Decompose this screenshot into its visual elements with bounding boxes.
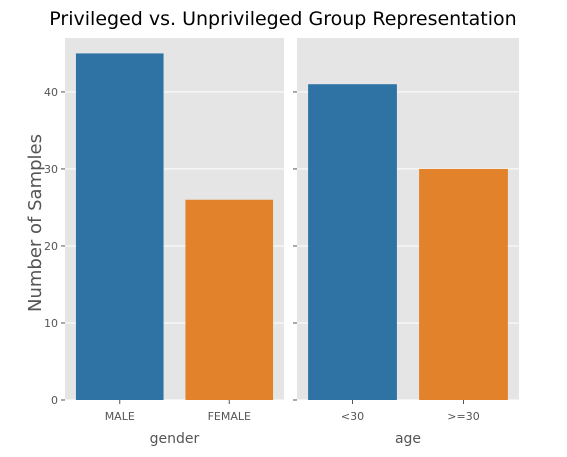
bar-female: [185, 199, 274, 400]
x-axis-label-age: age: [395, 431, 421, 447]
x-tick-label: MALE: [105, 410, 135, 423]
y-tick-marks: [293, 91, 297, 401]
bar-30: [308, 84, 397, 400]
x-tick-labels: MALE FEMALE: [105, 400, 251, 423]
bar-male: [75, 53, 164, 400]
bar-30: [419, 168, 508, 400]
y-tick-label: 0: [51, 394, 58, 407]
chart-title: Privileged vs. Unprivileged Group Repres…: [49, 8, 516, 30]
x-tick-label: <30: [341, 410, 364, 423]
y-tick-label: 10: [44, 317, 58, 330]
bars: [75, 53, 274, 400]
panel-gender: MALE FEMALE 0 10 20 30 40 gender: [44, 38, 284, 447]
y-tick-label: 40: [44, 86, 58, 99]
y-axis-label: Number of Samples: [25, 134, 46, 312]
panel-age: <30 >=30 age: [293, 38, 519, 447]
y-tick-labels: 0 10 20 30 40: [44, 86, 65, 407]
x-axis-label-gender: gender: [150, 431, 200, 447]
x-tick-label: >=30: [447, 410, 479, 423]
bars: [308, 84, 508, 400]
x-tick-label: FEMALE: [208, 410, 251, 423]
y-tick-label: 20: [44, 240, 58, 253]
x-tick-labels: <30 >=30: [341, 400, 480, 423]
y-tick-label: 30: [44, 163, 58, 176]
